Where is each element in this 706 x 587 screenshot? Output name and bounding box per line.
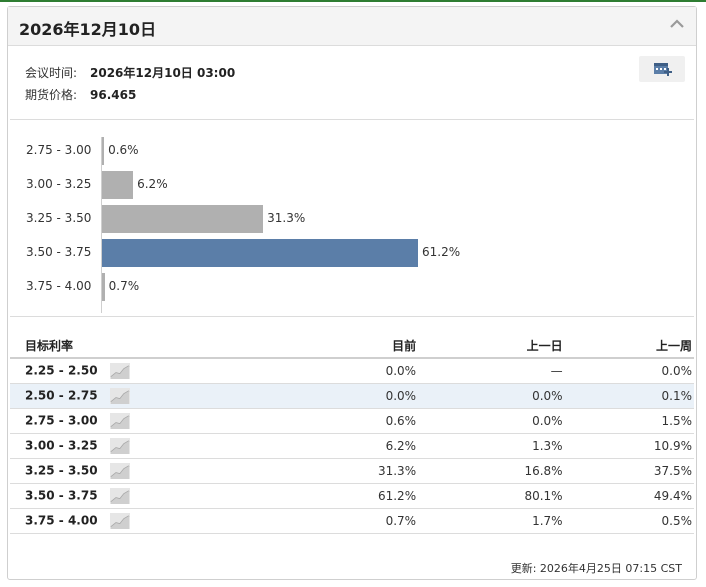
table-row[interactable]: 2.25 - 2.50 0.0% —0.0% [10,358,694,384]
table-row[interactable]: 2.75 - 3.00 0.6% 0.0% 1.5% [10,409,694,434]
target-rate-cell: 3.00 - 3.25 [10,434,308,459]
table-row[interactable]: 3.25 - 3.50 31.3% 16.8% 37.5% [10,459,694,484]
target-rate-label: 2.50 - 2.75 [25,389,98,403]
cell-prev-day: 1.3% [418,434,564,459]
meeting-time-value: 2026年12月10日 03:00 [90,66,235,80]
cell-prev-week: 10.9% [565,434,694,459]
cell-prev-week: 0.1% [565,384,694,409]
panel-header: 2026年12月10日 [8,7,696,46]
table-row[interactable]: 3.00 - 3.25 6.2% 1.3% 10.9% [10,434,694,459]
cell-prev-day: 1.7% [418,509,564,534]
chart-value-label: 0.6% [108,143,139,157]
chart-category-label: 3.00 - 3.25 [26,177,91,191]
col-prev-day: 上一日 [418,333,564,358]
target-rate-cell: 3.75 - 4.00 [10,509,308,534]
cell-prev-week: 0.5% [565,509,694,534]
target-rate-cell: 3.25 - 3.50 [10,459,308,484]
target-rate-label: 3.00 - 3.25 [25,439,98,453]
updated-timestamp: 更新: 2026年4月25日 07:15 CST [511,560,682,576]
cell-prev-week: 0.0% [565,358,694,384]
cell-prev-week: 49.4% [565,484,694,509]
chart-row: 3.00 - 3.25 6.2% [8,171,698,199]
target-rate-cell: 2.25 - 2.50 [10,358,308,384]
chevron-up-icon[interactable] [668,15,686,33]
col-prev-week: 上一周 [565,333,694,358]
target-rate-label: 3.75 - 4.00 [25,514,98,528]
target-rate-cell: 3.50 - 3.75 [10,484,308,509]
probability-bar-chart: 2.75 - 3.00 0.6% 3.00 - 3.25 6.2% 3.25 - 3.5… [8,125,698,319]
sparkline-icon[interactable] [110,438,130,454]
sparkline-icon[interactable] [110,388,130,404]
cell-current: 0.0% [308,358,418,384]
futures-price-value: 96.465 [90,88,136,102]
cell-prev-day: 80.1% [418,484,564,509]
chart-category-label: 3.25 - 3.50 [26,211,91,225]
cell-prev-day: 0.0% [418,384,564,409]
target-rate-label: 3.50 - 3.75 [25,489,98,503]
col-current: 目前 [308,333,418,358]
divider [10,316,694,317]
cell-current: 0.0% [308,384,418,409]
target-rate-label: 2.25 - 2.50 [25,364,98,378]
chart-value-label: 61.2% [422,245,460,259]
chart-value-label: 6.2% [137,177,168,191]
sparkline-icon[interactable] [110,413,130,429]
cell-current: 0.6% [308,409,418,434]
cell-prev-day: 16.8% [418,459,564,484]
chart-row: 3.50 - 3.75 61.2% [8,239,698,267]
chart-bar[interactable] [101,205,263,233]
table-row[interactable]: 3.75 - 4.00 0.7% 1.7% 0.5% [10,509,694,534]
sparkline-icon[interactable] [110,513,130,529]
col-target-rate: 目标利率 [10,333,308,358]
target-rate-label: 3.25 - 3.50 [25,464,98,478]
meeting-time-label: 会议时间: [25,64,90,81]
cell-prev-day: — [418,358,564,384]
chart-value-label: 0.7% [109,279,140,293]
target-rate-cell: 2.50 - 2.75 [10,384,308,409]
cell-prev-day: 0.0% [418,409,564,434]
cell-current: 31.3% [308,459,418,484]
meeting-time-row: 会议时间: 2026年12月10日 03:00 [25,64,235,81]
probability-table: 目标利率 目前 上一日 上一周 2.25 - 2.50 0.0% —0.0% 2.50… [10,333,694,534]
chart-axis-line [101,137,102,313]
cell-prev-week: 1.5% [565,409,694,434]
chart-bar[interactable] [101,239,418,267]
chart-category-label: 2.75 - 3.00 [26,143,91,157]
futures-price-label: 期货价格: [25,86,90,103]
meeting-date-title: 2026年12月10日 [19,16,156,40]
target-rate-label: 2.75 - 3.00 [25,414,98,428]
target-rate-cell: 2.75 - 3.00 [10,409,308,434]
fedwatch-panel: 2026年12月10日 会议时间: 2026年12月10日 03:00 期货价格:… [7,6,697,580]
sparkline-icon[interactable] [110,463,130,479]
chart-row: 3.25 - 3.50 31.3% [8,205,698,233]
chart-bar[interactable] [101,171,133,199]
cell-current: 6.2% [308,434,418,459]
chart-row: 2.75 - 3.00 0.6% [8,137,698,165]
cell-current: 61.2% [308,484,418,509]
add-to-calendar-icon [639,56,685,82]
top-accent-line [0,0,706,2]
table-header-row: 目标利率 目前 上一日 上一周 [10,333,694,358]
cell-current: 0.7% [308,509,418,534]
chart-category-label: 3.50 - 3.75 [26,245,91,259]
table-row[interactable]: 2.50 - 2.75 0.0% 0.0% 0.1% [10,384,694,409]
chart-category-label: 3.75 - 4.00 [26,279,91,293]
chart-row: 3.75 - 4.00 0.7% [8,273,698,301]
cell-prev-week: 37.5% [565,459,694,484]
divider [10,119,694,120]
table-row[interactable]: 3.50 - 3.75 61.2% 80.1% 49.4% [10,484,694,509]
sparkline-icon[interactable] [110,488,130,504]
chart-value-label: 31.3% [267,211,305,225]
add-to-calendar-button[interactable] [639,56,685,82]
futures-price-row: 期货价格: 96.465 [25,86,136,103]
sparkline-icon[interactable] [110,363,130,379]
